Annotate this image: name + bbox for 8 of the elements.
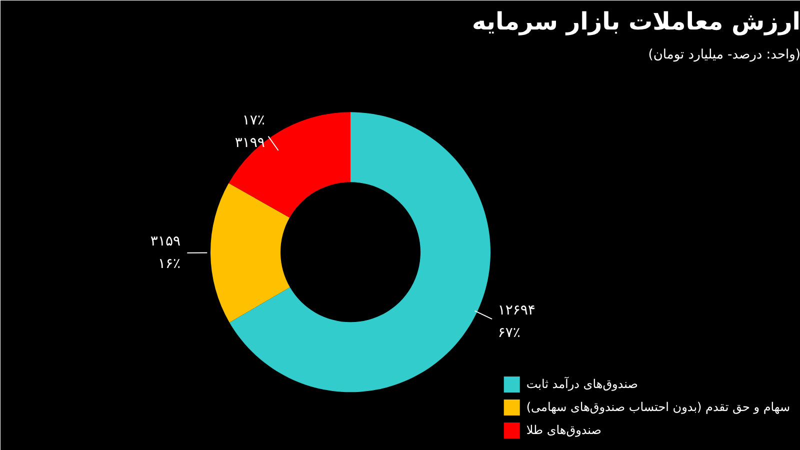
data-label: ۳۱۵۹ ۱۶٪ bbox=[150, 234, 181, 272]
legend-label: سهام و حق تقدم (بدون احتساب صندوق‌های سهامی) bbox=[526, 400, 790, 414]
data-label: ۱۲۶۹۴ ۶۷٪ bbox=[498, 302, 536, 341]
legend-label: صندوق‌های درآمد ثابت bbox=[526, 377, 638, 391]
chart-subtitle: (واحد: درصد- میلیارد تومان) bbox=[648, 48, 800, 62]
legend-label: صندوق‌های طلا bbox=[526, 423, 602, 437]
chart-title: ارزش معاملات بازار سرمایه bbox=[472, 8, 800, 36]
data-label: ۱۷٪ ۳۱۹۹ bbox=[234, 112, 265, 151]
